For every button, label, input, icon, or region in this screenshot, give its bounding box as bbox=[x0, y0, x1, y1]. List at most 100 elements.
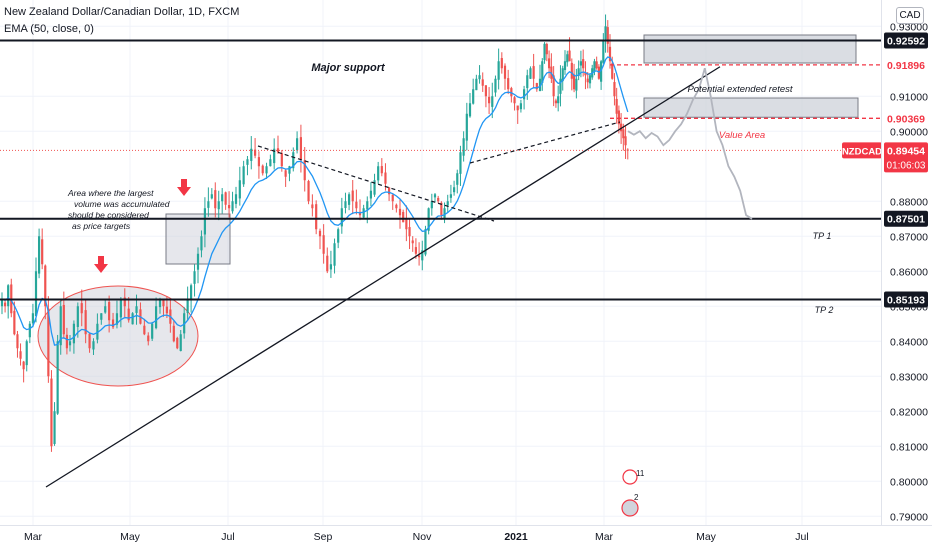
candle-body bbox=[563, 61, 567, 71]
event-flag-icon[interactable] bbox=[622, 469, 638, 485]
current-price-label: 0.89454 bbox=[887, 145, 925, 157]
candle-body bbox=[295, 138, 299, 151]
candle-body bbox=[76, 306, 79, 327]
neckline[interactable] bbox=[469, 121, 621, 164]
candle-body bbox=[430, 201, 433, 209]
candle-body bbox=[584, 72, 587, 76]
candle-body bbox=[377, 166, 380, 181]
candle-body bbox=[624, 136, 627, 146]
y-tick-label: 0.87000 bbox=[890, 231, 928, 243]
candle-body bbox=[104, 306, 107, 313]
event-earnings-icon[interactable] bbox=[621, 499, 639, 517]
candle-body bbox=[366, 201, 369, 210]
candle-body bbox=[519, 103, 523, 110]
candle-body bbox=[0, 299, 4, 307]
candle-body bbox=[25, 341, 28, 366]
currency-button[interactable]: CAD bbox=[896, 7, 924, 24]
candle-body bbox=[369, 190, 373, 199]
candle-body bbox=[265, 166, 268, 174]
candle-body bbox=[481, 79, 484, 86]
candle-body bbox=[221, 194, 224, 202]
candle-body bbox=[588, 75, 592, 84]
candle-body bbox=[231, 201, 234, 212]
candle-body bbox=[552, 75, 555, 97]
candle-body bbox=[604, 26, 607, 40]
candle-body bbox=[611, 63, 614, 79]
candle-body bbox=[582, 59, 585, 69]
candle-body bbox=[123, 297, 126, 307]
candle-body bbox=[47, 308, 50, 377]
candle-body bbox=[586, 78, 589, 83]
candle-body bbox=[437, 197, 440, 202]
candle-body bbox=[41, 239, 44, 265]
level-price-tag-bg bbox=[884, 291, 928, 308]
candle-body bbox=[37, 236, 41, 274]
candle-body bbox=[421, 250, 424, 261]
x-tick-label: Mar bbox=[595, 531, 614, 543]
candle-body bbox=[127, 308, 130, 321]
candle-body bbox=[119, 299, 122, 318]
candle-body bbox=[196, 253, 200, 270]
candle-body bbox=[53, 411, 56, 444]
level-price-tag: 0.92592 bbox=[887, 36, 925, 48]
candle-body bbox=[417, 255, 421, 258]
candle-body bbox=[347, 194, 351, 205]
candle-body bbox=[147, 335, 150, 342]
candle-body bbox=[273, 148, 276, 164]
x-tick-label: May bbox=[696, 531, 717, 543]
area-note-line: volume was accumulated bbox=[74, 199, 170, 209]
candle-body bbox=[7, 285, 10, 307]
candle-body bbox=[344, 201, 347, 209]
area-note-line: as price targets bbox=[72, 221, 131, 231]
candle-body bbox=[217, 201, 220, 210]
candle-body bbox=[449, 194, 453, 198]
y-tick-label: 0.86000 bbox=[890, 266, 928, 278]
candle-body bbox=[475, 78, 478, 91]
candle-body bbox=[468, 103, 472, 117]
candle-body bbox=[443, 208, 446, 219]
candle-body bbox=[398, 208, 402, 216]
candle-body bbox=[593, 61, 596, 72]
x-tick-label: Jul bbox=[221, 531, 234, 543]
x-tick-label: May bbox=[120, 531, 141, 543]
candle-body bbox=[50, 378, 53, 447]
y-tick-label: 0.88000 bbox=[890, 196, 928, 208]
candle-body bbox=[351, 190, 354, 202]
candle-body bbox=[559, 78, 562, 94]
ascending-trendline[interactable] bbox=[45, 66, 721, 488]
x-tick-label: Sep bbox=[314, 531, 333, 543]
candle-body bbox=[186, 299, 189, 313]
candle-body bbox=[617, 110, 620, 125]
down-arrow-icon bbox=[94, 256, 108, 273]
candle-body bbox=[380, 166, 383, 174]
candle-body bbox=[214, 190, 217, 209]
candle-body bbox=[96, 323, 99, 340]
candle-body bbox=[373, 180, 376, 195]
current-price-bg bbox=[884, 142, 928, 173]
candle-body bbox=[22, 361, 25, 370]
candle-body bbox=[80, 303, 83, 314]
candle-body bbox=[570, 62, 573, 79]
ema-indicator-label[interactable]: EMA (50, close, 0) bbox=[4, 23, 94, 35]
candle-body bbox=[452, 187, 456, 193]
candle-body bbox=[433, 194, 437, 198]
candle-body bbox=[311, 204, 314, 209]
candle-body bbox=[172, 325, 175, 342]
candle-body bbox=[111, 319, 115, 328]
level-price-tag: 0.91896 bbox=[887, 60, 925, 72]
candle-body bbox=[143, 325, 146, 335]
candle-body bbox=[459, 152, 462, 174]
candle-body bbox=[227, 205, 231, 209]
ema-line bbox=[1, 56, 629, 346]
candle-body bbox=[131, 313, 134, 325]
candle-body bbox=[62, 304, 65, 335]
candle-body bbox=[414, 247, 418, 254]
level-price-tag: 0.87501 bbox=[887, 214, 925, 226]
descending-trendline[interactable] bbox=[257, 145, 495, 222]
symbol-tag: NZDCAD bbox=[842, 146, 882, 157]
candle-body bbox=[487, 96, 491, 104]
major-support-label: Major support bbox=[311, 62, 386, 74]
candle-body bbox=[387, 187, 391, 195]
